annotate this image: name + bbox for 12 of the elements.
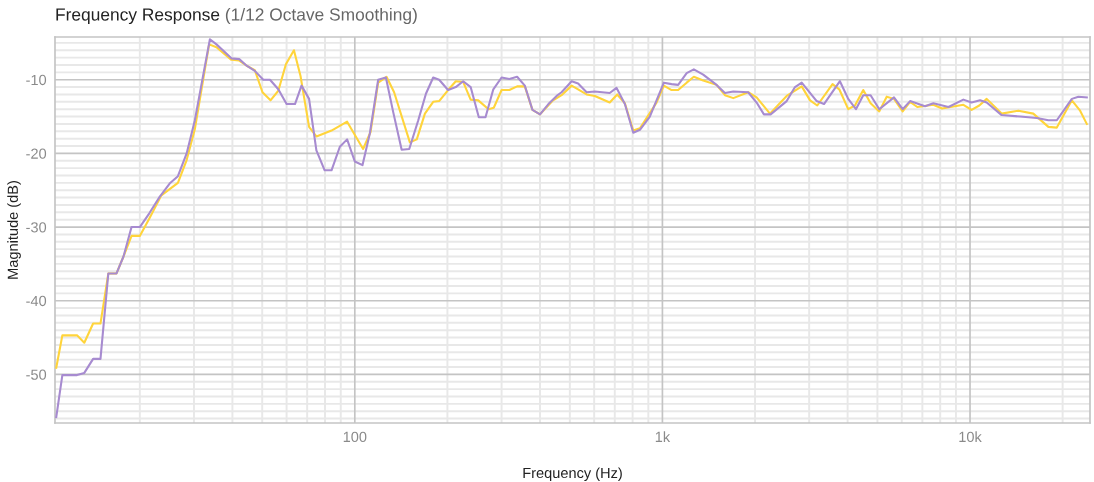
y-axis-title: Magnitude (dB) [7, 181, 21, 279]
y-tick-label: -50 [26, 369, 47, 380]
x-tick-label: 100 [343, 431, 367, 443]
y-tick-label: -20 [26, 148, 47, 159]
x-tick-label: 1k [655, 431, 671, 442]
y-tick-label: -40 [26, 295, 47, 307]
chart-subtitle: (1/12 Octave Smoothing) [225, 7, 417, 25]
y-tick-label: -10 [26, 74, 47, 86]
x-tick-label: 10k [959, 431, 982, 443]
chart-title: Frequency Response [56, 8, 220, 25]
y-tick-label: -30 [26, 222, 47, 233]
x-axis-title: Frequency (Hz) [523, 467, 622, 481]
